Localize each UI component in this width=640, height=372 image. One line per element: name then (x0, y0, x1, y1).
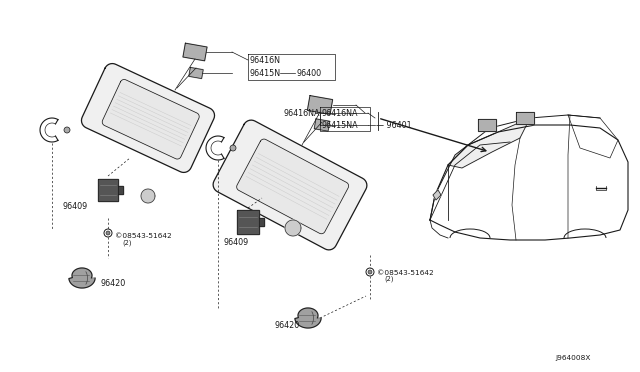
Text: ©08543-51642: ©08543-51642 (377, 270, 434, 276)
Text: 96409: 96409 (62, 202, 87, 211)
Text: 96409: 96409 (224, 237, 249, 247)
Text: 96415NA: 96415NA (322, 121, 358, 129)
Polygon shape (478, 119, 496, 131)
Text: 96400: 96400 (297, 68, 322, 77)
Text: (2): (2) (384, 276, 394, 282)
Circle shape (64, 127, 70, 133)
Polygon shape (314, 119, 330, 131)
Text: 96420: 96420 (275, 321, 300, 330)
Polygon shape (448, 118, 530, 168)
Text: — 96401: — 96401 (376, 121, 412, 129)
Text: ©08543-51642: ©08543-51642 (115, 233, 172, 239)
Polygon shape (285, 220, 301, 236)
Polygon shape (237, 210, 259, 234)
Polygon shape (189, 67, 203, 78)
Polygon shape (183, 43, 207, 61)
Text: 96416N: 96416N (250, 55, 281, 64)
Polygon shape (97, 179, 118, 201)
Polygon shape (237, 139, 349, 234)
Text: 96420: 96420 (100, 279, 125, 289)
Polygon shape (118, 186, 124, 194)
Polygon shape (307, 96, 333, 114)
Polygon shape (295, 308, 321, 328)
Polygon shape (81, 64, 214, 173)
Text: 96415N: 96415N (250, 68, 281, 77)
Polygon shape (433, 190, 441, 200)
Polygon shape (69, 268, 95, 288)
Polygon shape (102, 80, 199, 159)
Text: J964008X: J964008X (555, 355, 590, 361)
Circle shape (368, 270, 372, 274)
Text: (2): (2) (122, 239, 131, 246)
Polygon shape (259, 218, 264, 226)
Polygon shape (516, 112, 534, 124)
Polygon shape (141, 189, 155, 203)
Text: 96416NA: 96416NA (284, 109, 320, 118)
Circle shape (230, 145, 236, 151)
Text: 96416NA: 96416NA (322, 109, 358, 118)
Circle shape (106, 231, 110, 235)
Polygon shape (213, 120, 367, 250)
